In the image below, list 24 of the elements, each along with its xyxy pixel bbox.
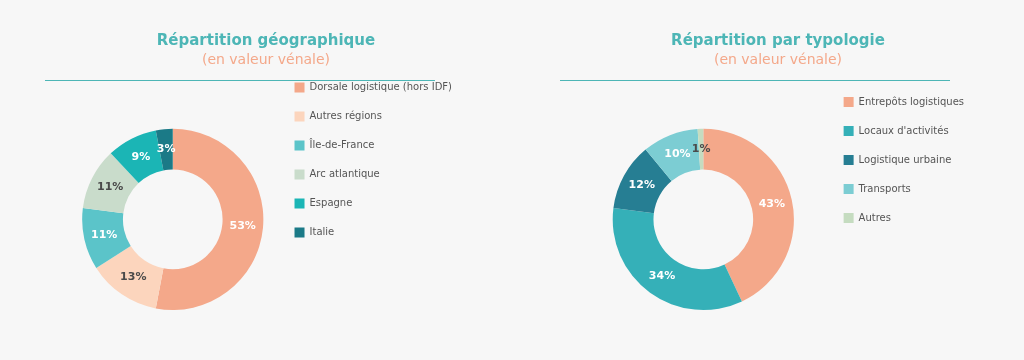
data-label: 43% [758, 196, 786, 210]
legend-label: Autres régions [309, 110, 382, 122]
legend-label: Dorsale logistique (hors IDF) [309, 81, 453, 93]
legend-label: Espagne [309, 197, 353, 209]
chart-title: Répartition géographique [156, 30, 376, 49]
legend-label: Transports [857, 182, 911, 194]
data-label: 34% [648, 269, 676, 283]
data-label: 9% [131, 149, 151, 163]
data-label: 10% [664, 146, 691, 160]
data-label: 53% [229, 218, 256, 232]
legend-label: Autres [858, 211, 891, 223]
legend-label: Italie [309, 226, 335, 238]
data-label: 12% [628, 178, 655, 192]
legend-label: Locaux d'activités [858, 124, 949, 136]
legend-label: Arc atlantique [309, 168, 380, 180]
chart-subtitle: (en valeur vénale) [713, 51, 843, 68]
data-label: 13% [120, 270, 147, 284]
legend-label: Logistique urbaine [858, 153, 952, 165]
data-label: 11% [91, 227, 118, 241]
chart-title: Répartition par typologie [671, 30, 885, 49]
data-label: 11% [97, 180, 124, 194]
legend-label: Île-de-France [308, 138, 375, 151]
chart-subtitle: (en valeur vénale) [201, 51, 331, 68]
legend-label: Entrepôts logistiques [858, 95, 965, 107]
